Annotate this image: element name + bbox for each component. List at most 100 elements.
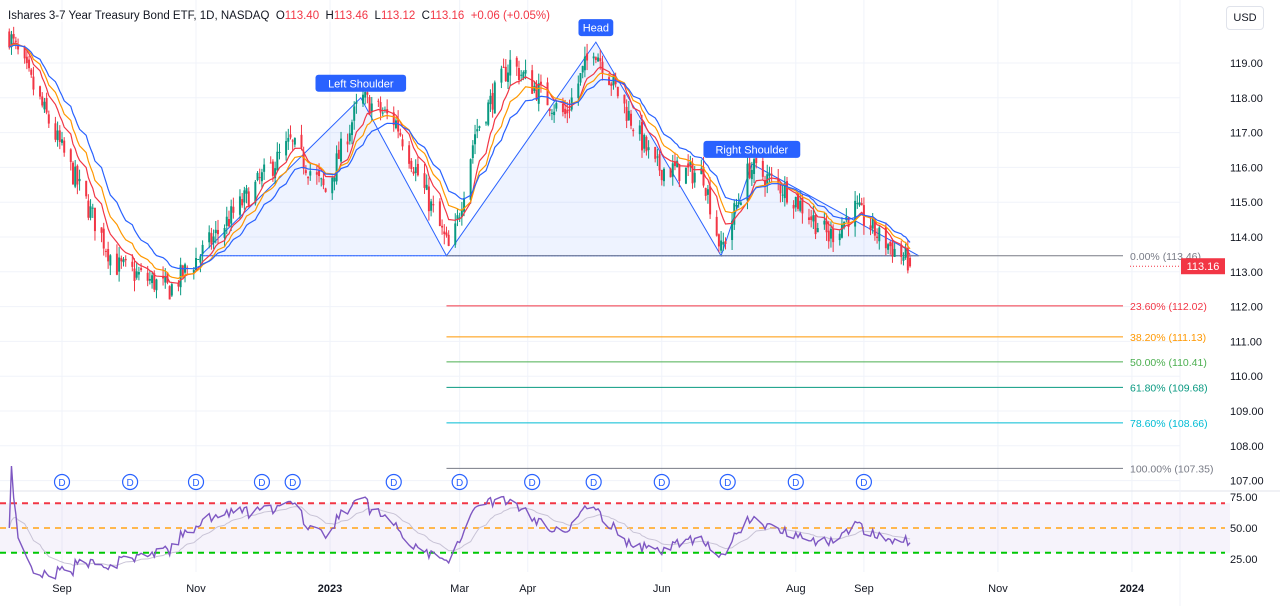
candle bbox=[443, 224, 446, 245]
candle bbox=[243, 186, 246, 210]
candle bbox=[654, 146, 657, 163]
candle bbox=[441, 219, 444, 235]
candle bbox=[884, 222, 887, 256]
candle bbox=[89, 199, 92, 221]
candle-body bbox=[179, 264, 182, 288]
candle-body bbox=[884, 226, 887, 249]
dividend-marker[interactable]: D bbox=[653, 473, 670, 491]
candle-body bbox=[151, 275, 154, 284]
candle-body bbox=[238, 196, 241, 215]
candle bbox=[131, 254, 134, 272]
dividend-marker[interactable]: D bbox=[787, 473, 804, 491]
candle bbox=[597, 53, 600, 62]
dividend-marker[interactable]: D bbox=[719, 473, 736, 491]
candle bbox=[227, 210, 230, 228]
candle-body bbox=[74, 166, 77, 187]
candle bbox=[487, 99, 490, 127]
candle-body bbox=[195, 258, 198, 271]
dividend-marker[interactable]: D bbox=[451, 473, 468, 491]
price-axis-tick: 107.00 bbox=[1230, 476, 1264, 488]
candle-body bbox=[394, 120, 397, 129]
dividend-marker[interactable]: D bbox=[855, 473, 873, 491]
candle-body bbox=[91, 207, 94, 209]
candle bbox=[904, 243, 907, 260]
candle bbox=[355, 93, 358, 114]
dividend-marker[interactable]: D bbox=[284, 473, 301, 491]
candle-body bbox=[45, 98, 48, 113]
candle-body bbox=[509, 59, 512, 76]
candle-body bbox=[783, 183, 786, 199]
candle bbox=[104, 248, 107, 258]
dividend-marker[interactable]: D bbox=[385, 473, 402, 491]
candle-body bbox=[656, 156, 659, 158]
candle-body bbox=[724, 241, 727, 245]
candle-body bbox=[854, 200, 857, 227]
price-axis-tick: 111.00 bbox=[1230, 336, 1262, 348]
dividend-marker[interactable]: D bbox=[253, 473, 271, 491]
dividend-circle bbox=[585, 473, 602, 491]
dividend-marker[interactable]: D bbox=[122, 473, 139, 491]
candle bbox=[623, 94, 626, 114]
candle-body bbox=[320, 178, 323, 180]
candle-body bbox=[41, 96, 44, 106]
candle bbox=[579, 72, 582, 86]
dividend-marker[interactable]: D bbox=[53, 473, 71, 491]
candle bbox=[78, 169, 81, 191]
candle-body bbox=[840, 224, 843, 238]
dividend-label: D bbox=[658, 478, 665, 489]
candle-body bbox=[148, 278, 151, 281]
candle bbox=[300, 124, 303, 151]
candle-body bbox=[361, 94, 364, 104]
price-axis-tick: 112.00 bbox=[1230, 302, 1263, 314]
candle-body bbox=[216, 229, 219, 235]
candle-body bbox=[645, 136, 648, 152]
candle bbox=[500, 65, 503, 89]
candle-body bbox=[733, 203, 736, 225]
candle bbox=[263, 158, 266, 180]
candle bbox=[61, 131, 63, 146]
candle-body bbox=[550, 112, 553, 114]
candle bbox=[581, 65, 584, 79]
candle-body bbox=[370, 103, 373, 113]
candle bbox=[8, 28, 11, 50]
currency-button[interactable]: USD bbox=[1226, 6, 1264, 30]
candle-body bbox=[630, 113, 633, 126]
dividend-circle bbox=[524, 473, 541, 491]
candle-body bbox=[735, 205, 738, 207]
candle-body bbox=[254, 181, 257, 204]
candle-body bbox=[104, 250, 107, 252]
candle-body bbox=[348, 133, 351, 142]
candle-body bbox=[78, 178, 81, 182]
candle-body bbox=[471, 145, 474, 159]
dividend-marker[interactable]: D bbox=[524, 473, 541, 491]
candle bbox=[76, 164, 79, 195]
candle-body bbox=[909, 257, 912, 267]
candle bbox=[392, 106, 395, 132]
candle-body bbox=[392, 112, 395, 126]
candle bbox=[225, 206, 228, 235]
candle-body bbox=[902, 257, 905, 261]
candle bbox=[416, 156, 419, 177]
candle bbox=[118, 247, 121, 282]
candle bbox=[779, 182, 782, 203]
candle-body bbox=[54, 123, 57, 140]
candle-body bbox=[135, 271, 138, 278]
candle bbox=[669, 167, 672, 178]
dividend-marker[interactable]: D bbox=[585, 473, 602, 491]
candle bbox=[555, 101, 558, 112]
candle-body bbox=[594, 57, 597, 60]
candle bbox=[223, 224, 226, 248]
candle-body bbox=[425, 184, 428, 190]
candle bbox=[807, 208, 810, 225]
candle-body bbox=[120, 258, 123, 262]
last-price-label: 113.16 bbox=[1187, 261, 1220, 273]
candle bbox=[412, 166, 415, 176]
candle bbox=[704, 187, 707, 201]
candle bbox=[847, 217, 850, 237]
dividend-marker[interactable]: D bbox=[187, 473, 205, 491]
candle bbox=[770, 167, 773, 183]
candle bbox=[768, 166, 771, 184]
candle-body bbox=[416, 163, 419, 176]
candle bbox=[63, 137, 66, 157]
